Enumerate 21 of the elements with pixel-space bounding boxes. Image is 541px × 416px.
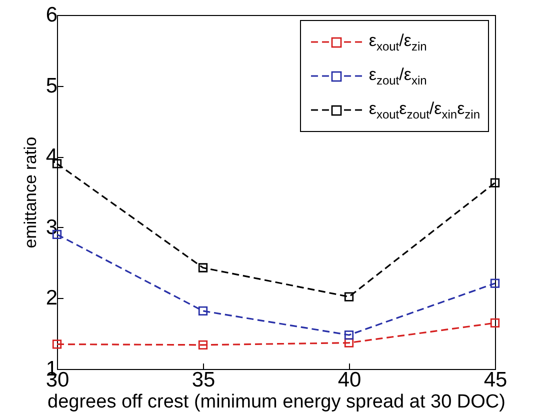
x-tick-label: 45 bbox=[484, 368, 508, 392]
x-axis-title: degrees off crest (minimum energy spread at 30 DOC) bbox=[48, 392, 506, 412]
point bbox=[490, 178, 500, 188]
point bbox=[490, 278, 500, 288]
y-tick-label: 2 bbox=[46, 286, 58, 310]
point bbox=[198, 306, 208, 316]
legend-label: ε$_{xout}$ε$_{zout}$/ε$_{xin}$ε$_{zin}$ bbox=[368, 98, 480, 122]
legend-label: ε$_{zout}$/ε$_{xin}$ bbox=[368, 64, 427, 88]
point bbox=[344, 338, 354, 348]
x-tick-label: 40 bbox=[338, 368, 362, 392]
point bbox=[490, 318, 500, 328]
legend-label: ε$_{xout}$/ε$_{zin}$ bbox=[368, 30, 427, 54]
y-tick-label: 5 bbox=[46, 74, 58, 98]
point bbox=[198, 263, 208, 272]
y-tick-label: 6 bbox=[46, 4, 58, 26]
point bbox=[52, 340, 62, 349]
y-axis-title: emittance ratio bbox=[20, 136, 40, 248]
point bbox=[344, 292, 354, 302]
point bbox=[198, 340, 208, 350]
x-tick-label: 35 bbox=[192, 368, 216, 392]
point bbox=[344, 330, 354, 340]
